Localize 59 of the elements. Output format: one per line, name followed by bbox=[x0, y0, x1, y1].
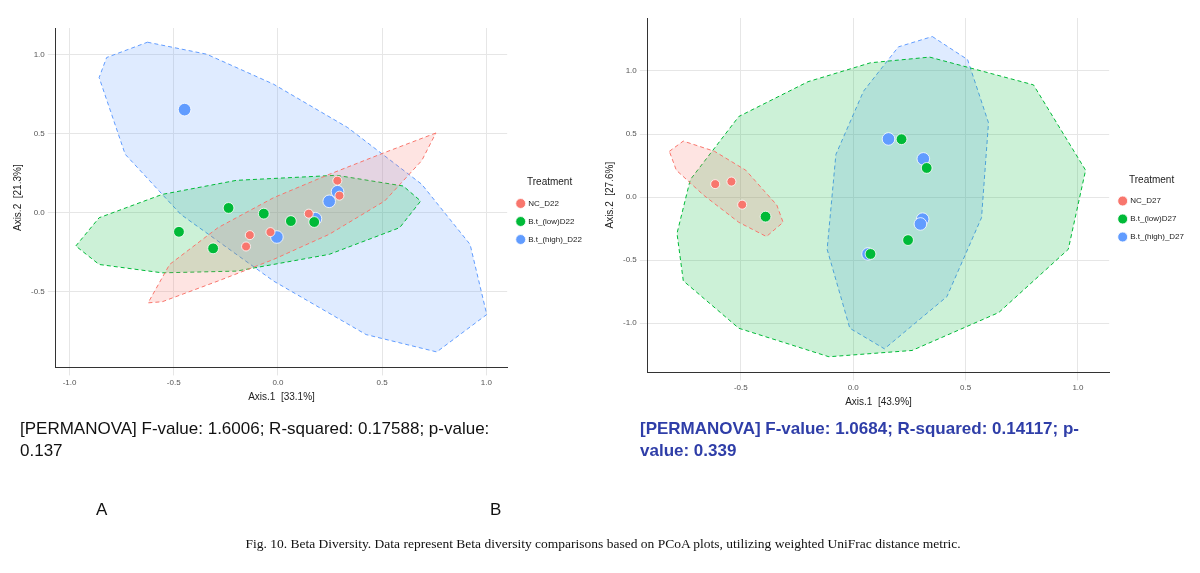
y-tick-label: 1.0 bbox=[625, 66, 638, 76]
point bbox=[257, 207, 270, 220]
point bbox=[265, 227, 276, 238]
y-axis-title: Axis.2 [27.6%] bbox=[603, 161, 615, 229]
point bbox=[759, 210, 772, 223]
legend-label: B.t_(low)D27 bbox=[1130, 214, 1177, 224]
y-tick-label: 0.0 bbox=[625, 192, 638, 202]
y-tick-label: 1.0 bbox=[33, 50, 46, 60]
point bbox=[308, 216, 321, 228]
text: A bbox=[96, 500, 108, 520]
y-tick-label: 0.5 bbox=[625, 129, 638, 139]
legend-title: Treatment bbox=[526, 176, 573, 188]
y-tick-label: 0.5 bbox=[33, 128, 46, 138]
legend-label: B.t_(high)_D27 bbox=[1130, 232, 1185, 242]
x-tick-label: -1.0 bbox=[62, 378, 77, 388]
point bbox=[322, 194, 336, 209]
point bbox=[303, 208, 314, 219]
point bbox=[920, 162, 933, 174]
point bbox=[895, 133, 908, 145]
y-tick-label: -1.0 bbox=[622, 318, 638, 328]
legend-label: NC_D27 bbox=[1130, 196, 1162, 206]
y-tick-label: -0.5 bbox=[622, 255, 638, 265]
point bbox=[913, 217, 928, 231]
text: B bbox=[490, 500, 502, 520]
point bbox=[207, 242, 219, 255]
x-tick-label: 1.0 bbox=[480, 378, 493, 388]
x-axis-title: Axis.1 [33.1%] bbox=[248, 390, 316, 402]
point bbox=[902, 234, 914, 246]
point bbox=[241, 241, 251, 252]
point bbox=[916, 152, 931, 166]
point bbox=[737, 199, 748, 210]
x-tick-label: 0.5 bbox=[960, 383, 972, 393]
point bbox=[710, 179, 721, 189]
x-tick-label: 0.0 bbox=[847, 383, 860, 393]
point bbox=[173, 226, 185, 238]
point bbox=[177, 102, 192, 117]
x-tick-label: -0.5 bbox=[166, 378, 182, 388]
x-tick-label: 0.0 bbox=[272, 378, 285, 388]
legend-label: B.t_(high)_D22 bbox=[528, 234, 583, 244]
caption: Fig. 10. Beta Diversity. Data represent Beta diversity comparisons based on PCoA plots, utilizing weighted UniFrac distance metric. bbox=[244, 536, 962, 552]
legend-title: Treatment bbox=[1128, 173, 1175, 185]
text: [PERMANOVA] F-value: 1.0684; R-squared: 0.14117; p-value: 0.339 bbox=[640, 418, 1080, 462]
point bbox=[222, 202, 235, 214]
point bbox=[334, 190, 345, 201]
point bbox=[244, 230, 255, 241]
x-tick-label: 0.5 bbox=[376, 378, 389, 388]
text: [PERMANOVA] F-value: 1.6006; R-squared: 0.17588; p-value: 0.137 bbox=[20, 418, 491, 462]
x-tick-label: 1.0 bbox=[1072, 383, 1085, 393]
point bbox=[332, 175, 343, 186]
legend-label: NC_D22 bbox=[528, 198, 560, 208]
y-tick-label: -0.5 bbox=[30, 286, 46, 296]
legend-label: B.t_(low)D22 bbox=[528, 216, 575, 226]
point bbox=[726, 176, 737, 187]
point bbox=[881, 132, 896, 146]
point bbox=[285, 215, 297, 227]
x-tick-label: -0.5 bbox=[733, 383, 749, 393]
y-tick-label: 0.0 bbox=[33, 207, 46, 217]
x-axis-title: Axis.1 [43.9%] bbox=[845, 395, 913, 407]
y-axis-title: Axis.2 [21.3%] bbox=[11, 164, 23, 232]
